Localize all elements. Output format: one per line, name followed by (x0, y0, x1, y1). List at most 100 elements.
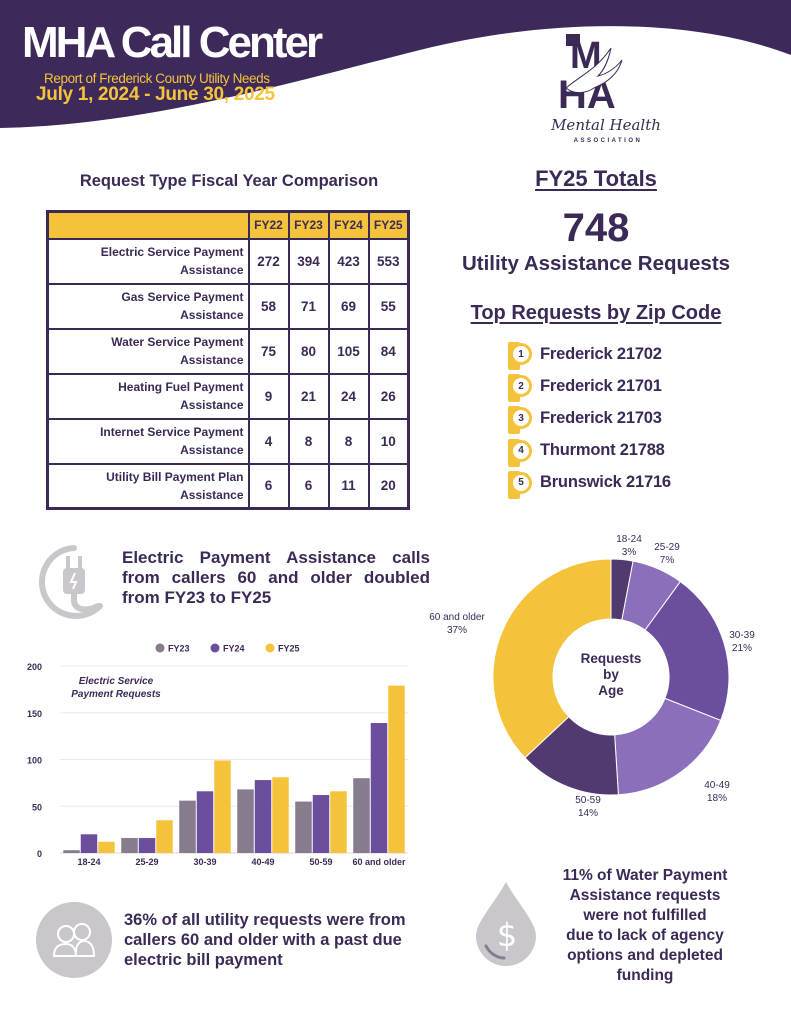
table-cell-value: 26 (367, 372, 410, 420)
slice-label: 40-49 (704, 780, 730, 791)
table-header-fy: FY22 (247, 210, 290, 240)
bar-fy23 (179, 800, 196, 853)
table-header-row: FY22 FY23 FY24 FY25 (46, 210, 410, 240)
bar-fy23 (353, 778, 370, 853)
rank-number: 5 (510, 471, 532, 494)
water-callout-line: Assistance requests (569, 887, 721, 904)
bar-fy25 (156, 820, 173, 853)
table-cell-value: 4 (247, 417, 290, 465)
request-type-line: Utility Bill Payment Plan (106, 469, 244, 484)
total-requests-label: Utility Assistance Requests (461, 252, 731, 275)
water-callout-line: options and depleted (567, 947, 723, 964)
request-type-label: Heating Fuel Payment Assistance (46, 372, 250, 420)
rank-number: 1 (510, 343, 532, 366)
table-title: Request Type Fiscal Year Comparison (79, 172, 379, 190)
bar-fy23 (63, 850, 80, 853)
senior-callout-text: 36% of all utility requests were from ca… (124, 911, 406, 969)
rank-number: 3 (510, 407, 532, 430)
donut-center-label: by (603, 667, 619, 682)
table-cell-value: 20 (367, 462, 410, 510)
request-type-line: Heating Fuel Payment (118, 380, 244, 394)
request-type-line: Assistance (180, 443, 244, 457)
bar-chart-title-line: Payment Requests (71, 689, 161, 700)
bar-fy23 (237, 789, 254, 853)
x-tick-label: 40-49 (251, 857, 274, 867)
water-drop-dollar-icon: $ (476, 882, 536, 966)
request-type-line: Water Service Payment (111, 335, 244, 349)
zip-code-list: 1 Frederick 21702 2 Frederick 21701 3 Frederi… (508, 338, 671, 499)
slice-percent: 14% (578, 808, 598, 819)
request-type-line: Electric Service Payment (100, 245, 244, 259)
electric-callout-text: Electric Payment Assistance calls from c… (122, 548, 430, 607)
slice-label: 25-29 (654, 542, 680, 553)
donut-center-label: Requests (581, 651, 642, 666)
table-cell-value: 69 (327, 282, 370, 330)
x-tick-label: 18-24 (77, 857, 100, 867)
table-cell-value: 272 (247, 237, 290, 285)
table-row: Heating Fuel Payment Assistance 9 21 24 26 (46, 372, 410, 420)
legend-marker-fy24 (210, 643, 220, 653)
bar-chart-title: Electric Service Payment Requests (66, 675, 166, 701)
bar-fy25 (330, 791, 347, 853)
table-cell-value: 55 (367, 282, 410, 330)
table-header-fy: FY23 (287, 210, 330, 240)
request-type-label: Utility Bill Payment Plan Assistance (46, 462, 250, 510)
donut-center-label: Age (598, 683, 624, 698)
fy25-totals-heading: FY25 Totals (535, 166, 657, 191)
bar-fy25 (388, 685, 405, 853)
table-cell-value: 553 (367, 237, 410, 285)
table-cell-value: 9 (247, 372, 290, 420)
table-header-fy: FY25 (367, 210, 410, 240)
slice-percent: 21% (732, 643, 752, 654)
slice-label: 30-39 (729, 630, 755, 641)
bar-chart-title-line: Electric Service (78, 676, 154, 687)
rank-badge-icon: 4 (508, 438, 532, 467)
zip-code-item: 4 Thurmont 21788 (508, 435, 671, 467)
x-tick-label: 30-39 (193, 857, 216, 867)
logo-script-text: Mental Health (550, 116, 661, 134)
legend-label: FY23 (168, 644, 190, 654)
request-type-line: Assistance (180, 308, 244, 322)
table-cell-value: 10 (367, 417, 410, 465)
water-callout-line: funding (616, 967, 674, 984)
table-cell-value: 394 (287, 237, 330, 285)
request-type-label: Water Service Payment Assistance (46, 327, 250, 375)
request-type-line: Assistance (180, 263, 244, 277)
y-tick-label: 150 (27, 709, 42, 719)
zip-code-label: Frederick 21701 (540, 376, 662, 395)
x-tick-label: 50-59 (309, 857, 332, 867)
report-subtitle: Report of Frederick County Utility Needs (44, 71, 270, 86)
table-cell-value: 6 (287, 462, 330, 510)
table-cell-value: 105 (327, 327, 370, 375)
fiscal-year-comparison-table: FY22 FY23 FY24 FY25 Electric Service Pay… (46, 210, 410, 510)
table-cell-value: 80 (287, 327, 330, 375)
date-range: July 1, 2024 - June 30, 2025 (36, 84, 275, 105)
rank-badge-icon: 2 (508, 374, 532, 403)
zip-code-label: Frederick 21702 (540, 344, 662, 363)
bar-fy23 (295, 801, 312, 853)
electric-plug-icon (38, 545, 103, 619)
zip-code-label: Thurmont 21788 (540, 441, 665, 460)
table-row: Internet Service Payment Assistance 4 8 8 10 (46, 417, 410, 465)
requests-by-age-donut-chart: 18-24 3% 25-29 7% 30-39 21% 40-49 18% 50-59 14% 60… (429, 534, 755, 819)
bar-fy23 (121, 838, 138, 853)
legend-marker-fy23 (155, 643, 165, 653)
request-type-label: Gas Service Payment Assistance (46, 282, 250, 330)
water-callout-text: 11% of Water Payment Assistance requests… (540, 866, 750, 986)
request-type-label: Electric Service Payment Assistance (46, 237, 250, 285)
request-type-label: Internet Service Payment Assistance (46, 417, 250, 465)
table-row: Gas Service Payment Assistance 58 71 69 55 (46, 282, 410, 330)
dove-icon (565, 47, 623, 94)
zip-code-item: 3 Frederick 21703 (508, 402, 671, 435)
request-type-line: Gas Service Payment (121, 290, 244, 304)
table-header-fy: FY24 (327, 210, 370, 240)
table-cell-value: 71 (287, 282, 330, 330)
zip-code-heading: Top Requests by Zip Code (470, 302, 722, 324)
bar-fy25 (214, 760, 231, 853)
table-row: Water Service Payment Assistance 75 80 105 84 (46, 327, 410, 375)
table-cell-value: 8 (287, 417, 330, 465)
rank-badge-icon: 1 (508, 342, 532, 371)
zip-code-label: Frederick 21703 (540, 408, 662, 427)
table-cell-value: 11 (327, 462, 370, 510)
water-callout-line: 11% of Water Payment (562, 867, 728, 884)
